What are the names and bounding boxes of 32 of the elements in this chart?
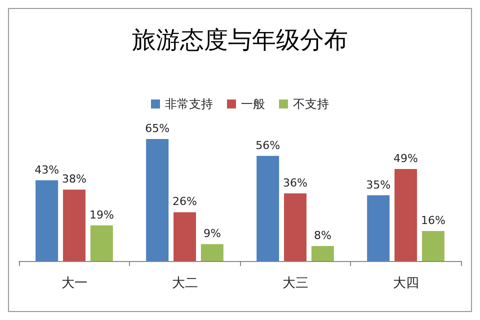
bar — [256, 156, 280, 261]
bar — [284, 193, 306, 261]
data-label: 36% — [283, 176, 308, 190]
data-label: 26% — [172, 195, 197, 208]
legend-label: 一般 — [241, 97, 265, 111]
x-tick-label: 大二 — [172, 276, 198, 291]
bar — [422, 230, 444, 261]
legend-label: 不支持 — [293, 97, 329, 111]
bar — [63, 190, 86, 261]
data-label: 43% — [34, 163, 60, 176]
bar — [36, 180, 58, 261]
data-label: 38% — [62, 172, 86, 186]
bar — [200, 244, 224, 261]
chart-title: 旅游态度与年级分布 — [132, 26, 348, 54]
data-label: 49% — [394, 152, 418, 166]
data-label: 56% — [256, 138, 280, 152]
x-tick-label: 大四 — [392, 276, 419, 291]
x-tick-label: 大一 — [61, 276, 88, 291]
data-label: 35% — [366, 178, 391, 192]
x-tick-label: 大三 — [282, 276, 308, 291]
bar — [311, 246, 334, 261]
bar — [174, 212, 196, 261]
bar — [367, 195, 390, 261]
data-label: 65% — [145, 122, 170, 135]
legend-label: 非常支持 — [165, 97, 213, 111]
data-label: 16% — [420, 214, 446, 227]
data-label: 9% — [203, 227, 221, 240]
bar — [146, 139, 169, 261]
data-label: 19% — [89, 208, 114, 222]
bar — [90, 225, 113, 261]
data-label: 8% — [314, 228, 332, 242]
bar — [394, 169, 417, 261]
